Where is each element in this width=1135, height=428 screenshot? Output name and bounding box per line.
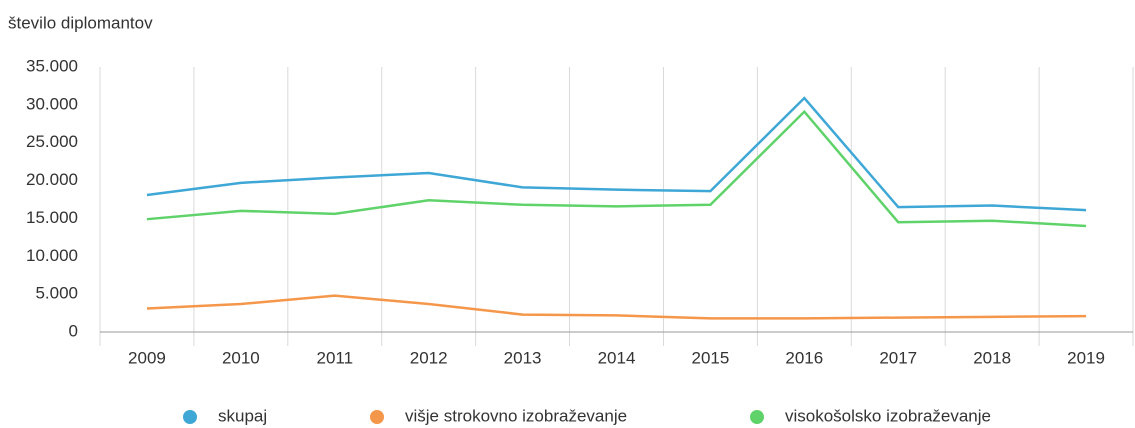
x-tick-label: 2014 bbox=[598, 348, 636, 367]
y-tick-label: 0 bbox=[69, 321, 78, 340]
x-tick-label: 2019 bbox=[1067, 348, 1105, 367]
y-tick-label: 35.000 bbox=[26, 56, 78, 75]
y-tick-label: 15.000 bbox=[26, 208, 78, 227]
y-tick-label: 10.000 bbox=[26, 246, 78, 265]
y-tick-label: 25.000 bbox=[26, 132, 78, 151]
legend-marker bbox=[750, 410, 764, 424]
x-tick-label: 2013 bbox=[504, 348, 542, 367]
series-line bbox=[146, 294, 1087, 320]
x-tick-label: 2012 bbox=[410, 348, 448, 367]
x-tick-label: 2010 bbox=[222, 348, 260, 367]
y-tick-label: 30.000 bbox=[26, 94, 78, 113]
legend-marker bbox=[370, 410, 384, 424]
y-tick-label: 5.000 bbox=[35, 284, 78, 303]
series-line bbox=[146, 109, 1087, 228]
legend-label: skupaj bbox=[218, 406, 267, 425]
y-tick-label: 20.000 bbox=[26, 170, 78, 189]
x-tick-label: 2011 bbox=[316, 348, 353, 367]
legend-label: višje strokovno izobraževanje bbox=[405, 406, 627, 425]
legend-label: visokošolsko izobraževanje bbox=[785, 406, 991, 425]
x-tick-label: 2017 bbox=[879, 348, 917, 367]
legend-marker bbox=[183, 410, 197, 424]
x-tick-label: 2016 bbox=[785, 348, 823, 367]
x-tick-label: 2018 bbox=[973, 348, 1011, 367]
x-tick-label: 2015 bbox=[691, 348, 729, 367]
y-axis-title: število diplomantov bbox=[8, 13, 153, 32]
series-line bbox=[146, 96, 1087, 212]
x-tick-label: 2009 bbox=[128, 348, 166, 367]
